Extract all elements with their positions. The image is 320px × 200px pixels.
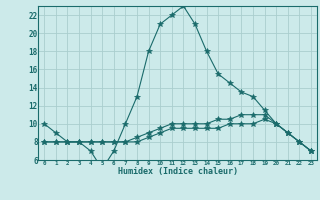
X-axis label: Humidex (Indice chaleur): Humidex (Indice chaleur) bbox=[118, 167, 238, 176]
